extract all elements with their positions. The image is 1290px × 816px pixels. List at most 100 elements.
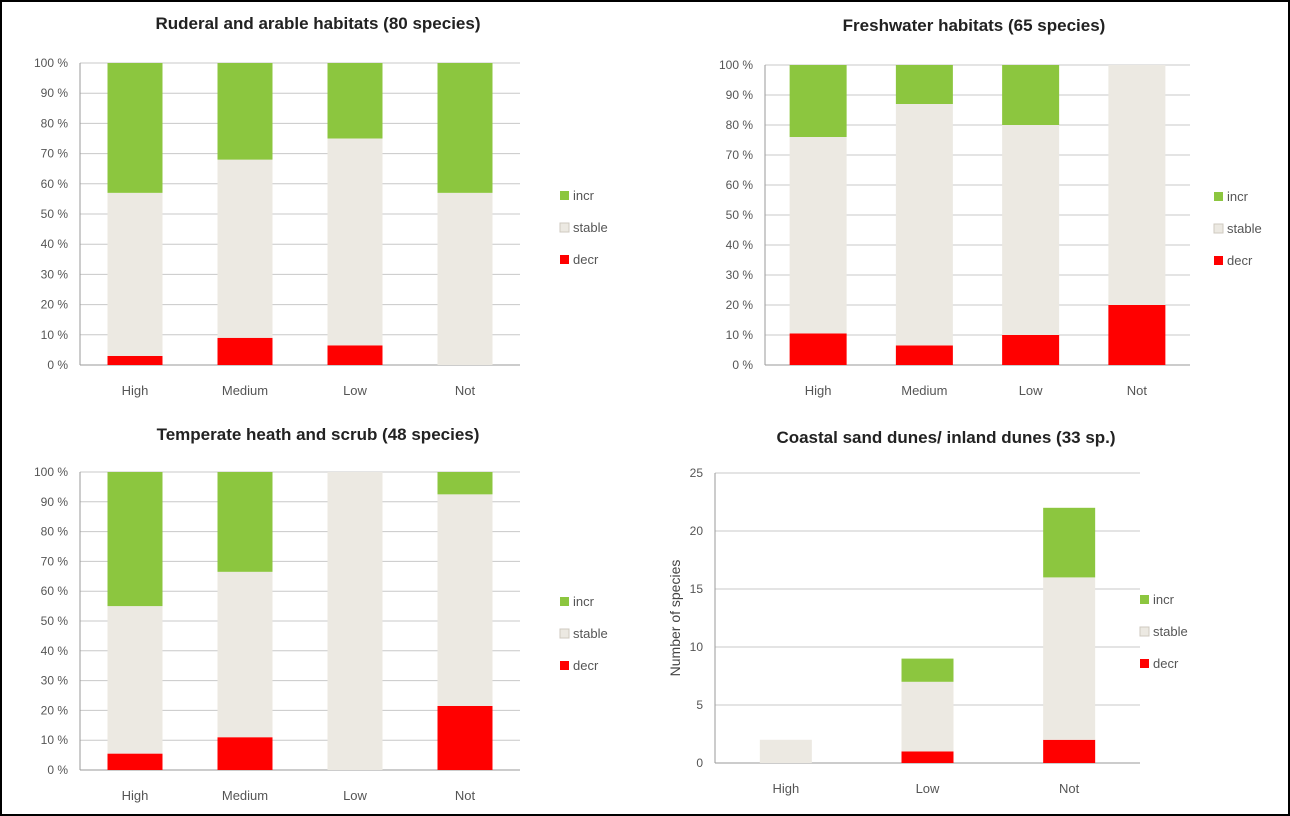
- chart-ruderal: Ruderal and arable habitats (80 species)…: [34, 14, 608, 398]
- y-tick-label: 10 %: [41, 733, 69, 747]
- legend-label-decr: decr: [573, 658, 599, 673]
- bar-segment-decr: [895, 345, 953, 365]
- bar-segment-decr: [1002, 335, 1060, 365]
- legend-swatch-stable: [559, 628, 570, 639]
- legend-swatch-stable: [1213, 223, 1224, 234]
- bar-segment-stable: [1002, 125, 1060, 335]
- chart-dunes: Coastal sand dunes/ inland dunes (33 sp.…: [667, 428, 1188, 796]
- y-tick-label: 70 %: [726, 148, 754, 162]
- x-tick-label: Not: [1127, 383, 1148, 398]
- bar-segment-stable: [1108, 65, 1166, 305]
- bar-segment-incr: [1043, 507, 1096, 578]
- legend-label-incr: incr: [1227, 189, 1249, 204]
- y-tick-label: 30 %: [726, 268, 754, 282]
- x-tick-label: High: [772, 781, 799, 796]
- y-tick-label: 60 %: [41, 584, 69, 598]
- y-tick-label: 40 %: [41, 644, 69, 658]
- x-tick-label: Low: [343, 383, 367, 398]
- y-tick-label: 90 %: [41, 86, 69, 100]
- y-axis-label: Number of species: [667, 560, 683, 677]
- y-tick-label: 50 %: [41, 614, 69, 628]
- y-tick-label: 40 %: [726, 238, 754, 252]
- x-tick-label: Low: [916, 781, 940, 796]
- bar-segment-stable: [1043, 577, 1096, 740]
- bar-segment-decr: [107, 753, 163, 770]
- y-tick-label: 30 %: [41, 674, 69, 688]
- chart-freshwater: Freshwater habitats (65 species) 0 % 10 % 2…: [719, 16, 1262, 398]
- y-tick-label: 90 %: [726, 88, 754, 102]
- y-tick-label: 60 %: [726, 178, 754, 192]
- chart-title: Freshwater habitats (65 species): [843, 16, 1106, 35]
- y-tick-label: 50 %: [41, 207, 69, 221]
- legend-label-incr: incr: [573, 188, 595, 203]
- y-tick-label: 70 %: [41, 147, 69, 161]
- legend-label-incr: incr: [573, 594, 595, 609]
- x-tick-label: Low: [343, 788, 367, 803]
- bar-segment-stable: [217, 159, 273, 338]
- x-tick-label: Medium: [222, 383, 268, 398]
- bar-segment-incr: [895, 65, 953, 104]
- legend-swatch-decr: [1140, 659, 1149, 668]
- legend-swatch-incr: [1214, 192, 1223, 201]
- legend-swatch-decr: [560, 255, 569, 264]
- y-tick-label: 100 %: [34, 56, 68, 70]
- y-tick-label: 80 %: [726, 118, 754, 132]
- legend-label-incr: incr: [1153, 592, 1175, 607]
- bar-segment-stable: [789, 137, 847, 334]
- y-tick-label: 20 %: [41, 298, 69, 312]
- bar-segment-incr: [327, 63, 383, 139]
- bar-segment-incr: [217, 63, 273, 160]
- x-tick-label: Medium: [901, 383, 947, 398]
- bar-segment-incr: [789, 65, 847, 137]
- bar-segment-stable: [327, 138, 383, 346]
- x-tick-label: Medium: [222, 788, 268, 803]
- bar-segment-incr: [1002, 65, 1060, 125]
- y-tick-label: 80 %: [41, 116, 69, 130]
- legend-label-stable: stable: [1227, 221, 1262, 236]
- legend-label-stable: stable: [573, 626, 608, 641]
- y-tick-label: 0 %: [47, 358, 68, 372]
- legend-swatch-incr: [1140, 595, 1149, 604]
- y-tick-label: 100 %: [719, 58, 753, 72]
- bar-segment-incr: [437, 472, 493, 495]
- y-tick-label: 15: [690, 582, 704, 596]
- bar-segment-decr: [217, 737, 273, 770]
- y-tick-label: 60 %: [41, 177, 69, 191]
- bar-segment-stable: [107, 606, 163, 754]
- y-tick-label: 0 %: [732, 358, 753, 372]
- legend-label-stable: stable: [573, 220, 608, 235]
- bar-segment-decr: [327, 345, 383, 365]
- x-tick-label: Not: [455, 788, 476, 803]
- bar-segment-incr: [901, 658, 954, 682]
- legend-swatch-stable: [1139, 626, 1150, 637]
- y-tick-label: 70 %: [41, 554, 69, 568]
- x-tick-label: Not: [455, 383, 476, 398]
- bar-segment-decr: [789, 333, 847, 365]
- y-tick-label: 50 %: [726, 208, 754, 222]
- bar-segment-stable: [437, 494, 493, 706]
- y-tick-label: 0: [696, 756, 703, 770]
- y-tick-label: 10 %: [726, 328, 754, 342]
- y-tick-label: 40 %: [41, 237, 69, 251]
- bar-segment-stable: [759, 739, 812, 763]
- legend-swatch-decr: [1214, 256, 1223, 265]
- y-tick-label: 20: [690, 524, 704, 538]
- bar-segment-stable: [217, 571, 273, 738]
- chart-title: Temperate heath and scrub (48 species): [157, 425, 480, 444]
- y-tick-label: 90 %: [41, 495, 69, 509]
- legend-swatch-decr: [560, 661, 569, 670]
- bar-segment-decr: [901, 751, 954, 763]
- bar-segment-stable: [327, 472, 383, 770]
- bar-segment-decr: [1108, 305, 1166, 365]
- y-tick-label: 20 %: [726, 298, 754, 312]
- bar-segment-stable: [901, 681, 954, 752]
- x-tick-label: Not: [1059, 781, 1080, 796]
- y-tick-label: 100 %: [34, 465, 68, 479]
- bar-segment-stable: [895, 104, 953, 346]
- bar-segment-decr: [1043, 739, 1096, 763]
- x-tick-label: Low: [1019, 383, 1043, 398]
- legend-swatch-stable: [559, 222, 570, 233]
- chart-title: Ruderal and arable habitats (80 species): [155, 14, 480, 33]
